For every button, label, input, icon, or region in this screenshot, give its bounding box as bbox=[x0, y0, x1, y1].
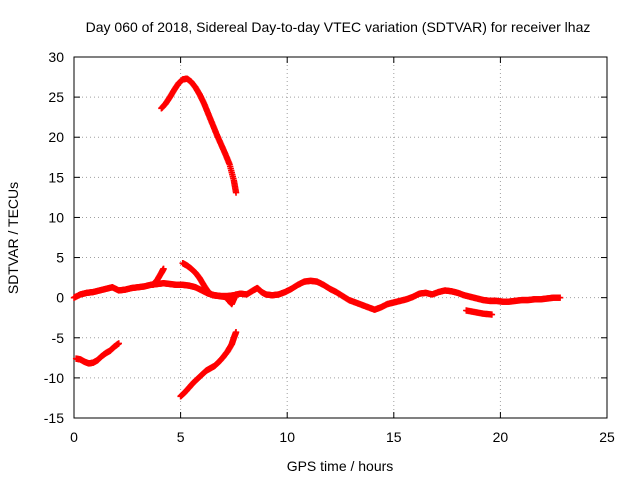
series-arc-low-left bbox=[72, 340, 122, 367]
x-tick-label: 5 bbox=[177, 429, 185, 445]
y-tick-label: 15 bbox=[48, 169, 64, 185]
x-axis-label: GPS time / hours bbox=[287, 458, 394, 474]
y-tick-label: 25 bbox=[48, 89, 64, 105]
x-tick-label: 15 bbox=[386, 429, 402, 445]
y-tick-label: 30 bbox=[48, 49, 64, 65]
y-tick-label: 20 bbox=[48, 129, 64, 145]
x-axis: 0 5 10 15 20 25 bbox=[70, 57, 615, 445]
series-baseline bbox=[70, 277, 564, 313]
data-points bbox=[70, 75, 564, 400]
y-tick-label: 0 bbox=[56, 290, 64, 306]
series-arc-dip bbox=[463, 307, 496, 318]
data-point bbox=[160, 265, 167, 272]
plot-border bbox=[73, 56, 608, 419]
y-axis: -15 -10 -5 0 5 10 15 20 25 30 bbox=[44, 49, 607, 426]
y-axis-label: SDTVAR / TECUs bbox=[5, 182, 21, 294]
data-point bbox=[232, 189, 240, 196]
x-tick-label: 0 bbox=[70, 429, 78, 445]
plot-frame bbox=[73, 56, 608, 419]
x-tick-label: 10 bbox=[279, 429, 295, 445]
data-point bbox=[232, 328, 240, 336]
x-tick-label: 20 bbox=[493, 429, 509, 445]
series-arc-low-right bbox=[177, 328, 240, 400]
x-tick-label: 25 bbox=[599, 429, 615, 445]
grid bbox=[74, 57, 607, 418]
y-tick-label: -15 bbox=[44, 410, 64, 426]
data-point bbox=[488, 311, 496, 318]
data-point bbox=[115, 340, 122, 347]
y-tick-label: -10 bbox=[44, 370, 64, 386]
y-tick-label: -5 bbox=[52, 330, 65, 346]
y-tick-label: 10 bbox=[48, 209, 64, 225]
data-point bbox=[556, 294, 564, 301]
chart-title: Day 060 of 2018, Sidereal Day-to-day VTE… bbox=[86, 19, 591, 35]
series-arc-high bbox=[158, 75, 240, 196]
y-tick-label: 5 bbox=[56, 250, 64, 266]
